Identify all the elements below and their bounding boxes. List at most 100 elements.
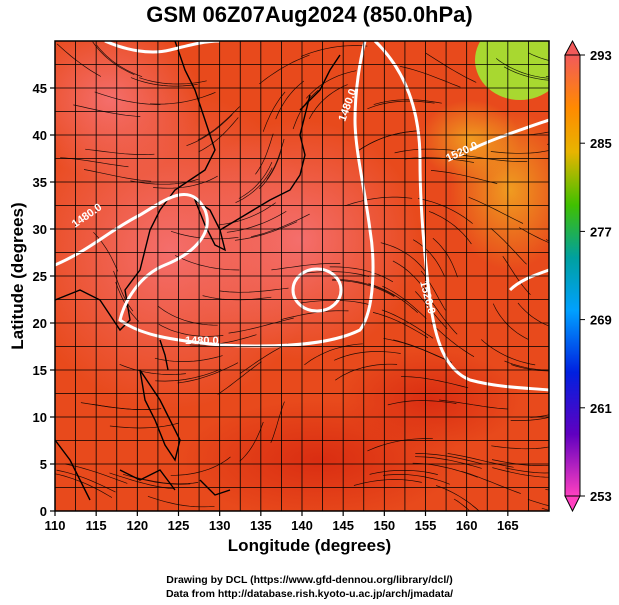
temperature-field [55, 41, 549, 511]
streamline [85, 148, 155, 155]
streamline [300, 45, 368, 57]
streamline [155, 368, 221, 382]
streamline [394, 148, 464, 154]
streamline [491, 459, 549, 466]
x-tick-label: 160 [456, 518, 478, 533]
colorbar-tick-label: 285 [590, 136, 612, 151]
streamline [382, 285, 427, 319]
streamline [255, 133, 274, 175]
y-tick-label: 40 [33, 128, 47, 143]
streamline [157, 306, 218, 326]
streamline [189, 334, 257, 346]
streamline [415, 453, 483, 465]
x-axis-ticks: 110 115 120 125 130 135 140 145 150 155 160 165 [45, 511, 519, 533]
streamline [113, 270, 134, 312]
colorbar-bottom-arrow [564, 495, 581, 513]
streamline [218, 202, 276, 226]
streamline [158, 323, 224, 337]
streamline [65, 463, 128, 484]
streamline [271, 262, 341, 271]
x-tick-label: 165 [497, 518, 519, 533]
streamline [503, 66, 549, 81]
streamline [198, 117, 239, 153]
streamline [427, 295, 458, 335]
streamline [528, 52, 549, 61]
streamline [55, 473, 113, 498]
streamline [432, 237, 458, 278]
footer-credit-data: Data from http://database.rish.kyoto-u.a… [165, 588, 454, 600]
x-tick-label: 135 [250, 518, 272, 533]
streamline [415, 456, 482, 469]
streamline [453, 498, 471, 511]
streamline [510, 417, 549, 421]
streamline [280, 310, 349, 321]
streamline [492, 467, 549, 478]
streamline [353, 479, 422, 486]
y-tick-label: 35 [33, 175, 47, 190]
streamline [380, 242, 427, 274]
footer-credit-dcl: Drawing by DCL (https://www.gfd-dennou.o… [166, 574, 453, 586]
streamline [367, 100, 435, 110]
x-tick-label: 145 [332, 518, 354, 533]
streamline [170, 230, 239, 240]
streamline [359, 130, 421, 150]
streamline [266, 138, 285, 180]
streamline [235, 167, 273, 204]
streamline [259, 54, 310, 85]
map-title: GSM 06Z07Aug2024 (850.0hPa) [146, 2, 473, 27]
y-tick-label: 15 [33, 363, 47, 378]
coastlines [55, 41, 341, 501]
streamline [275, 80, 305, 120]
streamline [431, 323, 475, 358]
streamline [304, 343, 363, 366]
streamline [439, 399, 508, 410]
streamline [344, 196, 413, 207]
streamline [300, 299, 370, 305]
y-tick-label: 30 [33, 222, 47, 237]
streamline [413, 239, 446, 277]
streamline [300, 271, 370, 278]
streamline [186, 114, 233, 147]
y-tick-label: 0 [40, 504, 47, 519]
streamline [251, 213, 310, 238]
streamline [306, 70, 357, 99]
streamline [226, 210, 287, 233]
y-axis-ticks: 0 5 10 15 20 25 30 35 40 45 [33, 81, 55, 519]
y-tick-label: 10 [33, 410, 47, 425]
streamline [331, 279, 395, 298]
streamline [149, 91, 216, 105]
streamline [383, 474, 450, 485]
streamline [258, 149, 283, 190]
colorbar-tick-label: 269 [590, 313, 612, 328]
streamline [399, 65, 461, 88]
streamline [392, 260, 430, 297]
streamline [177, 362, 239, 384]
x-tick-label: 110 [45, 518, 66, 533]
streamline [383, 338, 445, 360]
streamline [510, 364, 549, 372]
streamline [417, 198, 473, 224]
colorbar-tick-label: 277 [590, 224, 612, 239]
streamline [527, 498, 549, 507]
x-tick-label: 130 [209, 518, 231, 533]
streamline [369, 469, 438, 475]
colorbar-tick-label: 293 [590, 48, 612, 63]
streamline [334, 351, 401, 361]
x-tick-label: 115 [86, 518, 107, 533]
streamline [139, 77, 207, 85]
streamline [109, 422, 179, 429]
streamline [504, 360, 549, 371]
streamline [73, 104, 141, 117]
streamline [219, 287, 289, 293]
streamline [430, 170, 498, 184]
streamline [468, 196, 524, 224]
colorbar-top-arrow [564, 39, 581, 56]
colorbar: 293 285 277 269 261 253 [564, 39, 612, 513]
colorbar-tick-label: 253 [590, 489, 612, 504]
x-tick-label: 120 [126, 518, 148, 533]
y-tick-label: 25 [33, 269, 47, 284]
streamline [530, 414, 549, 418]
y-tick-label: 20 [33, 316, 47, 331]
streamline [115, 281, 140, 322]
streamline [387, 400, 457, 406]
